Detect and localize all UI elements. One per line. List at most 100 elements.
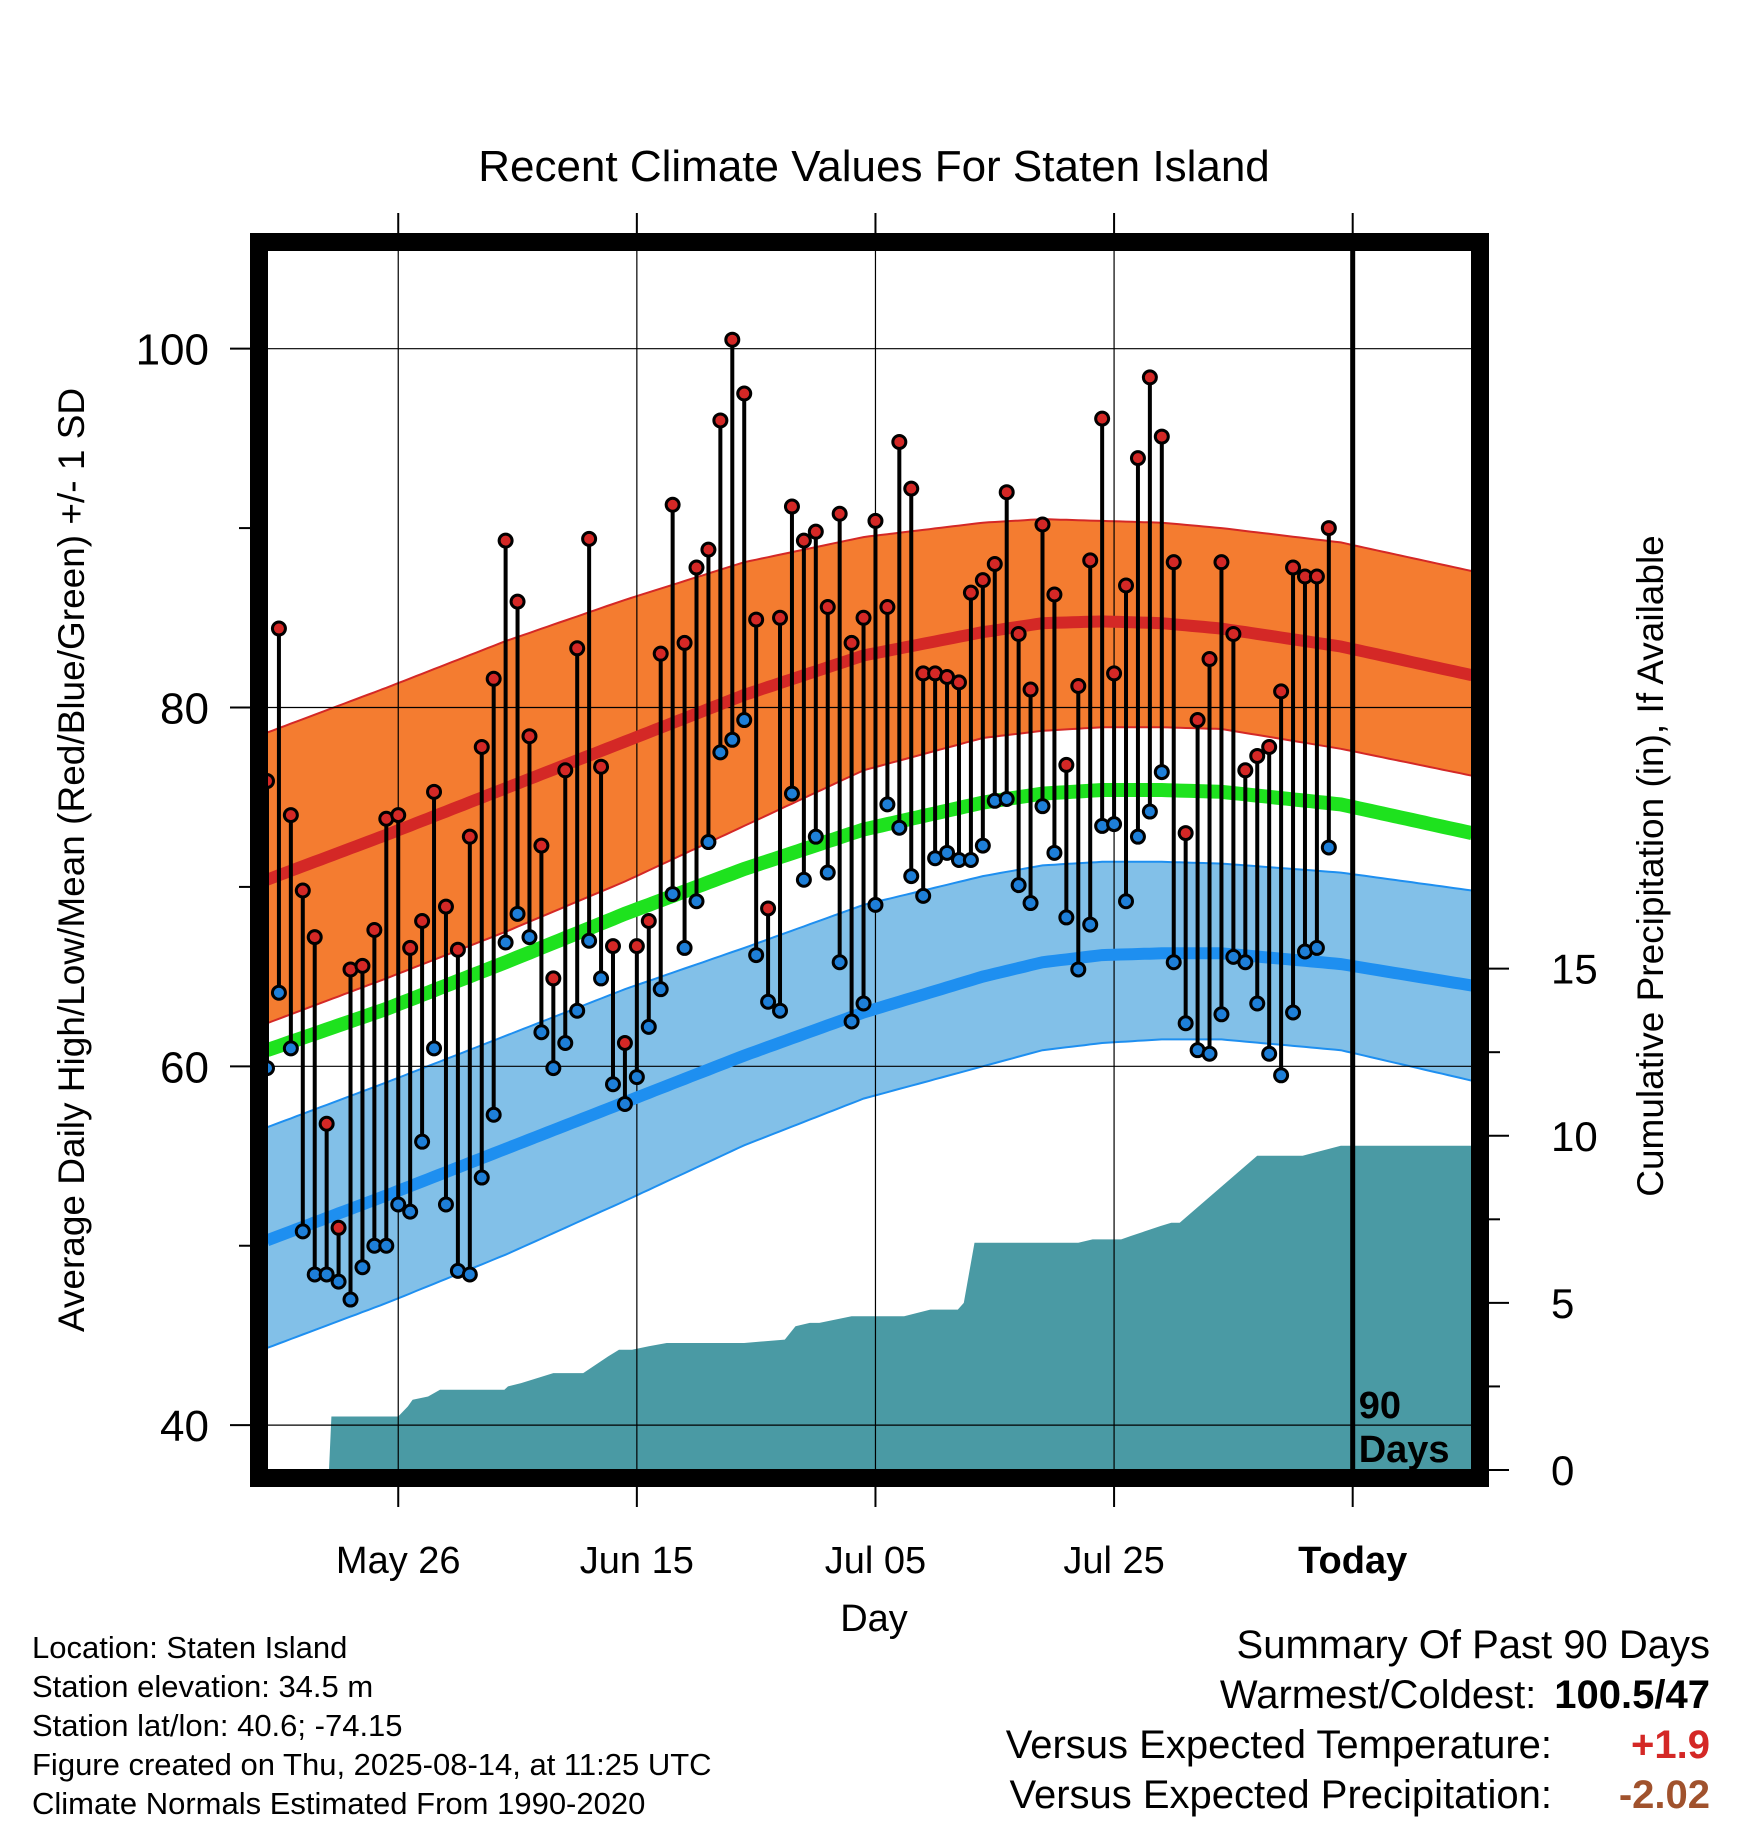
latlon-text: Station lat/lon: 40.6; -74.15 [32,1708,403,1743]
daily-low-point [879,796,896,813]
summary-panel: Summary Of Past 90 Days Warmest/Coldest:… [1006,1620,1710,1820]
daily-high-point [1285,559,1302,576]
daily-low-point [891,819,908,836]
daily-low-point [342,1291,359,1308]
daily-high-point [748,611,765,628]
y2-tick-label: 15 [1551,946,1598,993]
y-axis-label: Average Daily High/Low/Mean (Red/Blue/Gr… [51,388,92,1332]
daily-low-point [414,1133,431,1150]
daily-high-point [700,541,717,558]
daily-low-point [760,993,777,1010]
x-tick-label: Today [1298,1540,1407,1582]
temp-departure-row: Versus Expected Temperature: +1.9 [1006,1720,1710,1770]
daily-high-point [509,593,526,610]
daily-low-point [545,1060,562,1077]
daily-high-point [724,331,741,348]
daily-high-point [903,480,920,497]
daily-high-point [485,670,502,687]
daily-high-point [628,938,645,955]
x-tick-label: May 26 [336,1540,461,1582]
daily-high-point [461,828,478,845]
daily-low-point [1237,954,1254,971]
daily-low-point [1153,764,1170,781]
daily-high-point [1189,712,1206,729]
warmest-coldest-label: Warmest/Coldest: [1219,1673,1537,1717]
daily-high-point [998,484,1015,501]
daily-low-point [712,744,729,761]
daily-high-point [891,433,908,450]
daily-low-point [569,1002,586,1019]
x-axis-label: Day [840,1598,908,1640]
daily-high-point [1082,552,1099,569]
daily-high-point [497,532,514,549]
daily-low-point [1308,939,1325,956]
daily-high-point [712,412,729,429]
daily-high-point [569,640,586,657]
daily-low-point [867,896,884,913]
precip-departure-value: -2.02 [1618,1773,1710,1817]
daily-high-point [616,1035,633,1051]
daily-high-point [1034,516,1051,533]
daily-high-point [819,599,836,616]
daily-high-point [449,941,466,958]
today-marker-label: 90 Days [1359,1385,1450,1471]
daily-low-point [998,791,1015,807]
daily-low-point [1070,961,1087,978]
daily-low-point [604,1076,621,1093]
daily-high-point [760,900,777,917]
daily-low-point [1022,895,1039,912]
daily-high-point [1094,410,1111,427]
daily-high-point [318,1115,335,1132]
daily-low-point [939,844,956,861]
daily-low-point [390,1196,407,1213]
daily-low-point [1213,1006,1230,1023]
precip-departure-label: Versus Expected Precipitation: [1009,1773,1552,1817]
warmest-coldest-row: Warmest/Coldest: 100.5/47 [1006,1670,1710,1720]
x-tick-label: Jul 25 [1063,1540,1164,1582]
elevation-text: Station elevation: 34.5 m [32,1669,374,1704]
daily-low-point [1082,916,1099,933]
daily-high-point [783,498,800,515]
daily-high-point [664,496,681,513]
daily-high-point [521,728,538,745]
daily-high-point [795,532,812,549]
daily-high-point [1249,747,1266,764]
summary-title: Summary Of Past 90 Days [1236,1623,1710,1667]
normals-text: Climate Normals Estimated From 1990-2020 [32,1786,646,1821]
daily-high-point [855,609,872,626]
daily-high-point [1273,683,1290,700]
daily-high-point [736,385,753,402]
daily-low-point [616,1096,633,1112]
y-tick-label: 60 [160,1043,209,1092]
daily-low-point [1046,844,1063,861]
daily-low-point [915,887,932,904]
daily-high-point [676,634,693,651]
daily-low-point [962,852,979,868]
daily-low-point [807,828,824,845]
daily-low-point [294,1223,311,1240]
daily-high-point [640,913,657,929]
daily-low-point [509,905,526,922]
daily-low-point [652,981,669,998]
daily-high-point [604,938,621,955]
daily-low-point [1106,816,1123,833]
daily-high-point [354,957,371,974]
daily-low-point [831,954,848,971]
daily-low-point [521,929,538,946]
daily-high-point [473,738,490,755]
daily-low-point [903,868,920,885]
x-tick-label: Jun 15 [580,1540,694,1582]
daily-low-point [736,712,753,729]
daily-low-point [819,864,836,881]
daily-low-point [783,785,800,802]
daily-high-point [879,599,896,616]
daily-low-point [1034,798,1051,815]
normal-high-line [264,615,1474,886]
daily-low-point [581,932,598,949]
temp-departure-value: +1.9 [1631,1723,1710,1767]
daily-low-point [473,1169,490,1186]
daily-low-point [1129,828,1146,845]
station-info: Location: Staten Island Station elevatio… [32,1628,712,1823]
daily-high-point [414,913,431,929]
daily-high-point [688,559,705,576]
